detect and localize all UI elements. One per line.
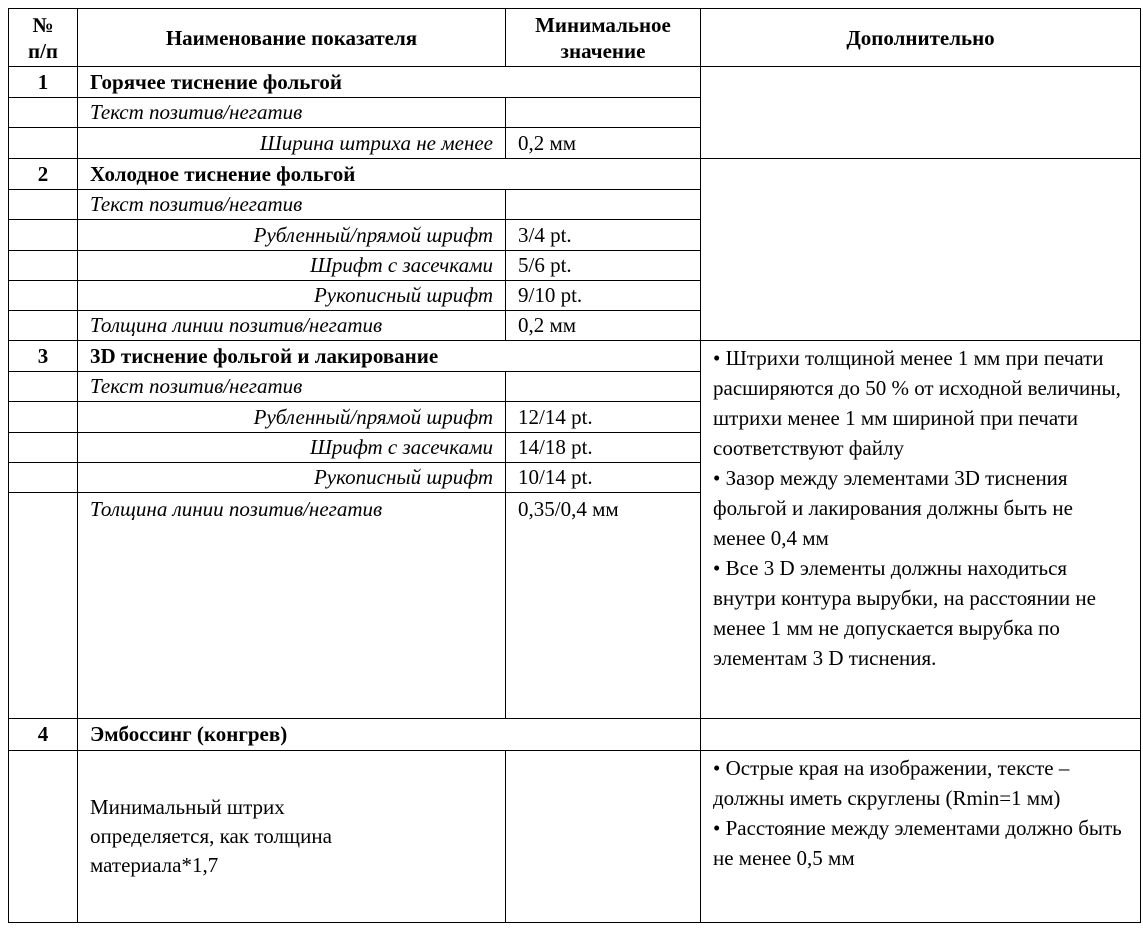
extra-cell bbox=[700, 158, 1141, 341]
value: 0,35/0,4 мм bbox=[505, 492, 701, 719]
row-num: 3 bbox=[8, 340, 78, 372]
value: 10/14 pt. bbox=[505, 462, 701, 493]
extra-cell bbox=[700, 66, 1141, 159]
row-num bbox=[8, 310, 78, 341]
row-num: 4 bbox=[8, 718, 78, 751]
value bbox=[505, 189, 701, 220]
param: Ширина штриха не менее bbox=[77, 127, 506, 159]
section-title: Холодное тиснение фольгой bbox=[77, 158, 701, 190]
row-num bbox=[8, 432, 78, 463]
row-num bbox=[8, 462, 78, 493]
extra-cell bbox=[700, 718, 1141, 751]
header-row: № п/п Наименование показателя Минимально… bbox=[8, 8, 1141, 67]
value: 9/10 pt. bbox=[505, 280, 701, 311]
col-extra: Дополнительно bbox=[700, 8, 1141, 67]
row-num bbox=[8, 492, 78, 719]
row-num bbox=[8, 280, 78, 311]
param: Рубленный/прямой шрифт bbox=[77, 219, 506, 251]
param: Толщина линии позитив/негатив bbox=[77, 310, 506, 341]
section-title: 3D тиснение фольгой и лакирование bbox=[77, 340, 701, 372]
col-min: Минимальное значение bbox=[505, 8, 701, 67]
param: Минимальный штрих определяется, как толщ… bbox=[77, 750, 506, 923]
row-num bbox=[8, 97, 78, 128]
value: 14/18 pt. bbox=[505, 432, 701, 463]
extra-cell: • Острые края на изображении, тексте – д… bbox=[700, 750, 1141, 923]
note: • Штрихи толщиной менее 1 мм при печати … bbox=[713, 346, 1121, 460]
row-num bbox=[8, 401, 78, 433]
row-num bbox=[8, 189, 78, 220]
requirements-table: № п/п Наименование показателя Минимально… bbox=[8, 8, 1141, 923]
param: Шрифт с засечками bbox=[77, 432, 506, 463]
param: Рубленный/прямой шрифт bbox=[77, 401, 506, 433]
row-num bbox=[8, 127, 78, 159]
param: Рукописный шрифт bbox=[77, 280, 506, 311]
col-num: № п/п bbox=[8, 8, 78, 67]
param: Текст позитив/негатив bbox=[77, 189, 506, 220]
section-title: Эмбоссинг (конгрев) bbox=[77, 718, 701, 751]
section-title: Горячее тиснение фольгой bbox=[77, 66, 701, 98]
value: 3/4 pt. bbox=[505, 219, 701, 251]
note: • Зазор между элементами 3D тиснения фол… bbox=[713, 466, 1073, 550]
row-num bbox=[8, 750, 78, 923]
value bbox=[505, 371, 701, 402]
table-row: 1 Горячее тиснение фольгой bbox=[8, 66, 1141, 159]
param: Шрифт с засечками bbox=[77, 250, 506, 281]
row-num bbox=[8, 250, 78, 281]
note: • Острые края на изображении, тексте – д… bbox=[713, 756, 1070, 810]
row-num: 1 bbox=[8, 66, 78, 98]
row-num bbox=[8, 371, 78, 402]
value: 5/6 pt. bbox=[505, 250, 701, 281]
param: Текст позитив/негатив bbox=[77, 371, 506, 402]
value bbox=[505, 97, 701, 128]
value: 0,2 мм bbox=[505, 127, 701, 159]
note: • Расстояние между элементами должно быт… bbox=[713, 816, 1122, 870]
param: Рукописный шрифт bbox=[77, 462, 506, 493]
param: Текст позитив/негатив bbox=[77, 97, 506, 128]
value bbox=[505, 750, 701, 923]
note: • Все 3 D элементы должны находиться вну… bbox=[713, 556, 1096, 670]
value: 12/14 pt. bbox=[505, 401, 701, 433]
row-num: 2 bbox=[8, 158, 78, 190]
value: 0,2 мм bbox=[505, 310, 701, 341]
param: Толщина линии позитив/негатив bbox=[77, 492, 506, 719]
row-num bbox=[8, 219, 78, 251]
extra-cell: • Штрихи толщиной менее 1 мм при печати … bbox=[700, 340, 1141, 719]
col-name: Наименование показателя bbox=[77, 8, 506, 67]
